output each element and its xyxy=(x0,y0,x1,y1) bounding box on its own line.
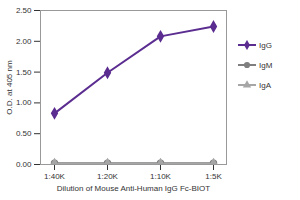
svg-text:0.50: 0.50 xyxy=(16,129,32,138)
html-text:IgM: IgM xyxy=(259,60,273,70)
svg-text:1:5K: 1:5K xyxy=(205,172,222,181)
html-text:IgA: IgA xyxy=(259,80,271,90)
svg-text:1:40K: 1:40K xyxy=(44,172,66,181)
svg-text:2.00: 2.00 xyxy=(16,37,32,46)
svg-text:1.00: 1.00 xyxy=(16,98,32,107)
svg-text:2.50: 2.50 xyxy=(16,6,32,15)
svg-text:1:10K: 1:10K xyxy=(150,172,172,181)
svg-text:Dilution of Mouse Anti-Human I: Dilution of Mouse Anti-Human IgG Fc-BIOT xyxy=(57,184,211,193)
svg-text:O.D. at 405 nm: O.D. at 405 nm xyxy=(5,60,14,115)
html-text:IgG: IgG xyxy=(259,40,272,50)
svg-text:1.50: 1.50 xyxy=(16,68,32,77)
svg-text:1:20K: 1:20K xyxy=(97,172,119,181)
svg-text:0.00: 0.00 xyxy=(16,160,32,169)
